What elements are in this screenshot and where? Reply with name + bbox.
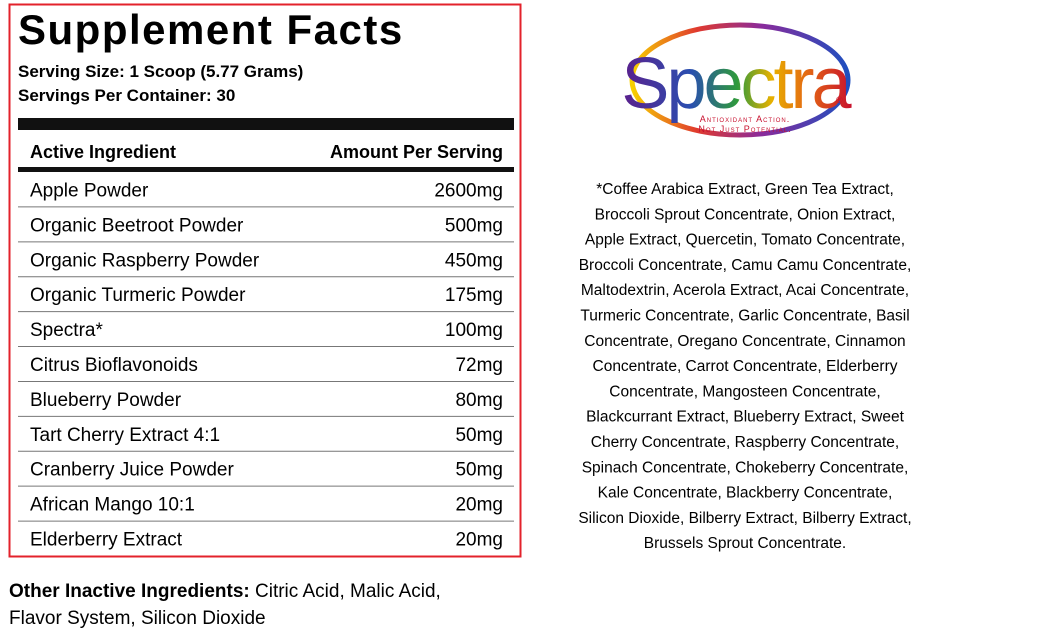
other-text: Citric Acid, Malic Acid,: [250, 581, 441, 602]
header-cell: Active Ingredient: [30, 142, 176, 162]
ingredient-name: Blueberry Powder: [30, 390, 182, 411]
header-rule: [18, 167, 514, 172]
footnote-line: *Coffee Arabica Extract, Green Tea Extra…: [596, 181, 894, 198]
logo-tagline: Antioxidant Action.: [700, 114, 791, 124]
other-text: Flavor System, Silicon Dioxide: [9, 608, 266, 629]
footnote-line: Maltodextrin, Acerola Extract, Acai Conc…: [581, 282, 909, 299]
other-label: Other Inactive Ingredients:: [9, 581, 250, 602]
panel-border: [8, 3, 522, 558]
footnote-line: Blackcurrant Extract, Blueberry Extract,…: [586, 409, 905, 426]
logo-arc: [629, 22, 851, 138]
logo-tagline: Not Just Potential.: [698, 124, 791, 134]
logo-name: Spectra: [621, 44, 852, 124]
ingredient-name: Organic Turmeric Powder: [30, 285, 246, 306]
ingredient-name: Organic Beetroot Powder: [30, 215, 244, 236]
footnote-line: Cherry Concentrate, Raspberry Concentrat…: [591, 434, 899, 451]
ingredient-amount: 100mg: [445, 320, 503, 341]
ingredient-amount: 450mg: [445, 250, 503, 271]
thick-bar: [18, 118, 514, 130]
footnote-line: Apple Extract, Quercetin, Tomato Concent…: [585, 232, 905, 249]
ingredient-amount: 175mg: [445, 285, 503, 306]
ingredient-amount: 500mg: [445, 215, 503, 236]
footnote: *Coffee Arabica Extract, Green Tea Extra…: [578, 181, 911, 552]
other-ingredients: Other Inactive Ingredients: Citric Acid,…: [9, 581, 441, 602]
footnote-line: Concentrate, Mangosteen Concentrate,: [609, 383, 880, 400]
ingredient-amount: 50mg: [455, 460, 503, 481]
footnote-line: Brussels Sprout Concentrate.: [644, 535, 846, 552]
footnote-line: Broccoli Concentrate, Camu Camu Concentr…: [579, 257, 912, 274]
ingredient-name: Tart Cherry Extract 4:1: [30, 425, 220, 446]
panel-title: Supplement Facts: [18, 6, 404, 53]
ingredient-amount: 2600mg: [434, 180, 503, 201]
ingredient-name: African Mango 10:1: [30, 495, 195, 516]
ingredient-name: Apple Powder: [30, 180, 149, 201]
footnote-line: Concentrate, Carrot Concentrate, Elderbe…: [593, 358, 898, 375]
header-cell: Amount Per Serving: [330, 142, 503, 162]
footnote-line: Turmeric Concentrate, Garlic Concentrate…: [580, 308, 909, 325]
serving-size: Serving Size: 1 Scoop (5.77 Grams): [18, 62, 303, 81]
ingredient-amount: 80mg: [455, 390, 503, 411]
ingredient-amount: 72mg: [455, 355, 503, 376]
ingredient-name: Cranberry Juice Powder: [30, 460, 234, 481]
ingredient-amount: 50mg: [455, 425, 503, 446]
footnote-line: Broccoli Sprout Concentrate, Onion Extra…: [595, 206, 896, 223]
ingredient-name: Citrus Bioflavonoids: [30, 355, 198, 376]
ingredient-amount: 20mg: [455, 495, 503, 516]
footnote-line: Concentrate, Oregano Concentrate, Cinnam…: [584, 333, 905, 350]
ingredient-amount: 20mg: [455, 530, 503, 551]
ingredient-name: Spectra*: [30, 320, 103, 341]
footnote-line: Kale Concentrate, Blackberry Concentrate…: [598, 485, 893, 502]
servings-per-container: Servings Per Container: 30: [18, 86, 235, 105]
footnote-line: Silicon Dioxide, Bilberry Extract, Bilbe…: [578, 510, 911, 527]
footnote-line: Spinach Concentrate, Chokeberry Concentr…: [582, 459, 909, 476]
ingredient-name: Organic Raspberry Powder: [30, 250, 260, 271]
table-body: Apple Powder 2600mg Organic Beetroot Powde…: [18, 180, 514, 551]
logo-mark: ®: [836, 95, 843, 105]
ingredient-name: Elderberry Extract: [30, 530, 183, 551]
